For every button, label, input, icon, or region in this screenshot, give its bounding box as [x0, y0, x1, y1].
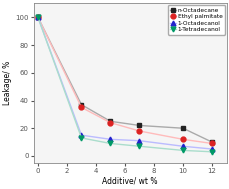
1-Tetradecanol	[36, 16, 39, 19]
1-Octadecanol	[36, 16, 39, 19]
1-Tetradecanol	[109, 142, 111, 145]
1-Tetradecanol	[210, 151, 213, 153]
Ethyl palmitate	[210, 142, 213, 145]
1-Octadecanol	[80, 134, 82, 136]
n-Octadecane	[181, 127, 184, 129]
n-Octadecane	[80, 104, 82, 106]
1-Tetradecanol	[181, 149, 184, 152]
n-Octadecane	[210, 141, 213, 143]
n-Octadecane	[138, 124, 140, 127]
Ethyl palmitate	[80, 106, 82, 108]
1-Tetradecanol	[138, 145, 140, 147]
n-Octadecane	[36, 16, 39, 19]
1-Octadecanol	[109, 138, 111, 140]
X-axis label: Additive/ wt %: Additive/ wt %	[102, 177, 157, 186]
1-Octadecanol	[138, 139, 140, 142]
1-Octadecanol	[210, 148, 213, 150]
Ethyl palmitate	[36, 16, 39, 19]
Line: 1-Octadecanol: 1-Octadecanol	[35, 15, 213, 151]
Line: Ethyl palmitate: Ethyl palmitate	[35, 15, 213, 146]
Line: 1-Tetradecanol: 1-Tetradecanol	[35, 15, 213, 154]
Ethyl palmitate	[181, 138, 184, 140]
1-Octadecanol	[181, 145, 184, 147]
Line: n-Octadecane: n-Octadecane	[35, 15, 213, 145]
1-Tetradecanol	[80, 137, 82, 139]
Legend: n-Octadecane, Ethyl palmitate, 1-Octadecanol, 1-Tetradecanol: n-Octadecane, Ethyl palmitate, 1-Octadec…	[167, 5, 224, 35]
Ethyl palmitate	[109, 122, 111, 124]
Ethyl palmitate	[138, 130, 140, 132]
Y-axis label: Leakage/ %: Leakage/ %	[3, 61, 12, 105]
n-Octadecane	[109, 120, 111, 122]
